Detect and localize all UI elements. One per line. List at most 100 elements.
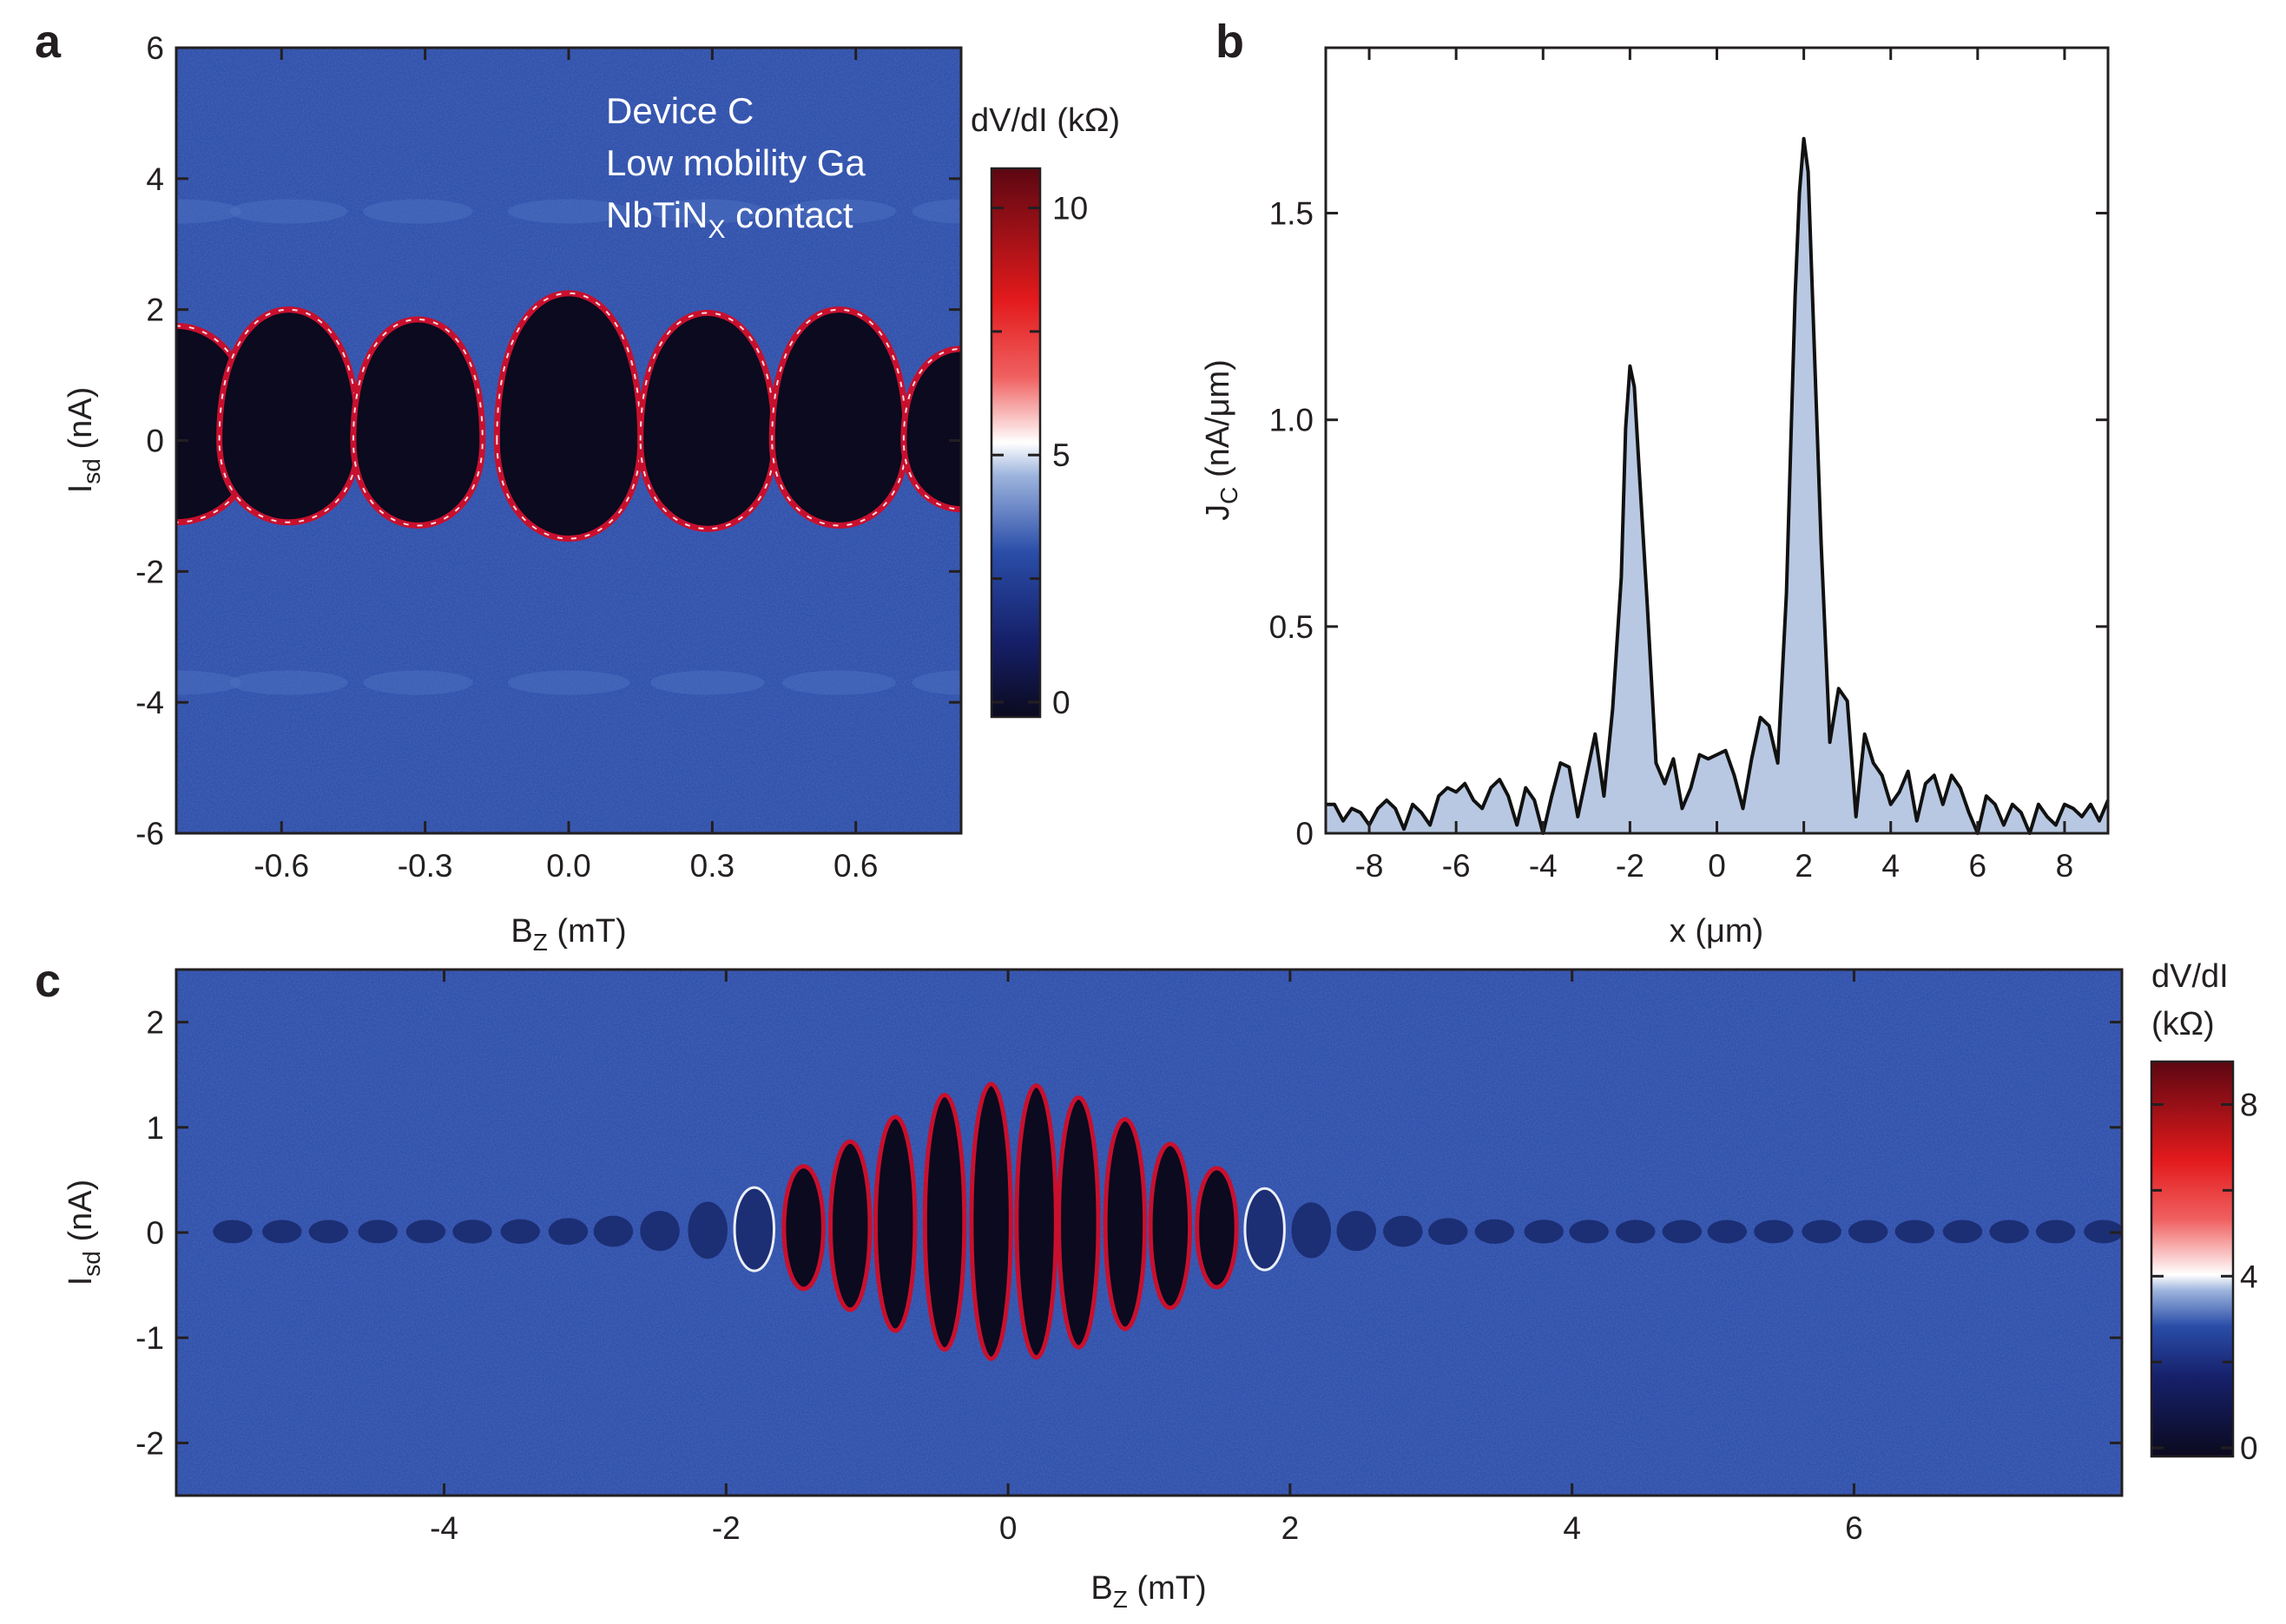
heatmap-c-x-tick-label-m2: -2 bbox=[712, 1510, 741, 1546]
plot-b-y-axis: 0 0.5 1.0 1.5 bbox=[1269, 196, 2108, 851]
heatmap-c-lobe-28 bbox=[1524, 1220, 1564, 1244]
plot-b-frame bbox=[1324, 46, 2110, 835]
annotation-device: Device C bbox=[606, 90, 754, 131]
heatmap-a-x-tick-label-m0p6: -0.6 bbox=[254, 848, 309, 884]
panel-c: c -4 -2 0 2 4 6 -2 -1 0 1 2 BZ (mT) Isd (nA) dV/d… bbox=[35, 955, 2258, 1613]
heatmap-c-lobe-29 bbox=[1569, 1220, 1609, 1244]
heatmap-a-sideband-3-1 bbox=[507, 670, 630, 695]
plot-b-y-title: JC (nA/μm) bbox=[1200, 359, 1242, 521]
plot-b-y-tick-label-1: 1.0 bbox=[1269, 403, 1314, 438]
heatmap-c-y-tick-label-0: 0 bbox=[146, 1215, 164, 1251]
heatmap-a-y-tick-label-2: 2 bbox=[146, 293, 164, 328]
panel-a: a -0.6 -0.3 0.0 0.3 0.6 -6 -4 -2 0 2 4 6 BZ (mT) I… bbox=[35, 16, 1120, 956]
heatmap-c-lobe-24 bbox=[1336, 1210, 1376, 1252]
heatmap-a-sideband-5-0 bbox=[781, 199, 897, 224]
panel-label-c: c bbox=[35, 955, 61, 1007]
colorbar-a-tick-label-5: 5 bbox=[1052, 437, 1071, 473]
heatmap-c-x-tick-label-0: 0 bbox=[999, 1510, 1018, 1546]
heatmap-a-sideband-4-1 bbox=[650, 670, 765, 695]
heatmap-c-lobe-27 bbox=[1474, 1219, 1515, 1245]
plot-b-x-tick-label-m8: -8 bbox=[1355, 848, 1384, 884]
heatmap-c-lobe-38 bbox=[1989, 1220, 2029, 1244]
heatmap-a-x-tick-label-0: 0.0 bbox=[546, 848, 590, 884]
heatmap-c-lobe-31 bbox=[1662, 1220, 1703, 1244]
heatmap-c-lobe-9 bbox=[640, 1210, 680, 1252]
plot-b-y-tick-label-0: 0 bbox=[1295, 816, 1314, 851]
heatmap-c-lobe-22 bbox=[1243, 1187, 1286, 1272]
line-b-area bbox=[1326, 138, 2108, 834]
panel-b: b -8 -6 -4 -2 0 2 4 6 8 0 0.5 1.0 1.5 x (μm) JC (nA… bbox=[1200, 16, 2110, 950]
heatmap-a-sideband-2-0 bbox=[363, 199, 473, 224]
heatmap-a-sideband-0-0 bbox=[176, 199, 241, 224]
heatmap-a-sideband-5-1 bbox=[781, 670, 897, 695]
heatmap-c-lobe-36 bbox=[1894, 1220, 1935, 1244]
colorbar-c-title-line2: (kΩ) bbox=[2151, 1006, 2215, 1042]
heatmap-c-lobe-39 bbox=[2035, 1220, 2076, 1244]
plot-b-x-tick-label-8: 8 bbox=[2056, 848, 2074, 884]
heatmap-c-lobe-8 bbox=[593, 1215, 634, 1247]
line-b-series bbox=[1326, 136, 2110, 835]
heatmap-a-sideband-3-0 bbox=[507, 199, 630, 224]
heatmap-c-x-axis: -4 -2 0 2 4 6 bbox=[430, 970, 1863, 1546]
plot-b-x-tick-label-m6: -6 bbox=[1442, 848, 1471, 884]
heatmap-c-lobe-15 bbox=[922, 1092, 967, 1352]
heatmap-a-y-tick-label-m4: -4 bbox=[135, 685, 164, 720]
plot-b-y-tick-label-1p5: 1.5 bbox=[1269, 196, 1314, 232]
heatmap-a-lobe-edge-3 bbox=[496, 292, 642, 540]
heatmap-a-x-tick-label-m0p3: -0.3 bbox=[398, 848, 453, 884]
heatmap-c-lobe-37 bbox=[1942, 1220, 1983, 1244]
heatmap-a-x-tick-label-0p3: 0.3 bbox=[690, 848, 735, 884]
heatmap-c-lobe-33 bbox=[1754, 1220, 1794, 1244]
heatmap-c-x-tick-label-m4: -4 bbox=[430, 1510, 458, 1546]
heatmap-c-lobe-6 bbox=[500, 1219, 540, 1245]
plot-b-x-tick-label-2: 2 bbox=[1795, 848, 1813, 884]
colorbar-a-tick-label-0: 0 bbox=[1052, 685, 1071, 720]
heatmap-c-lobe-14 bbox=[873, 1114, 918, 1333]
heatmap-c-y-tick-label-m2: -2 bbox=[135, 1425, 164, 1461]
heatmap-c-y-title: Isd (nA) bbox=[63, 1180, 105, 1286]
heatmap-c-lobe-1 bbox=[262, 1220, 302, 1244]
colorbar-a bbox=[990, 167, 1042, 719]
heatmap-c-lobe-18 bbox=[1057, 1095, 1101, 1350]
heatmap-c-lobe-32 bbox=[1707, 1220, 1748, 1244]
heatmap-c-y-tick-label-m1: -1 bbox=[135, 1320, 164, 1356]
heatmap-a-y-tick-label-0: 0 bbox=[146, 424, 164, 459]
heatmap-c-lobe-7 bbox=[548, 1218, 589, 1246]
heatmap-a-x-tick-label-0p6: 0.6 bbox=[833, 848, 878, 884]
heatmap-a-lobes bbox=[176, 199, 961, 695]
panel-label-b: b bbox=[1215, 16, 1244, 68]
heatmap-c-lobe-19 bbox=[1103, 1116, 1148, 1331]
heatmap-c-x-tick-label-4: 4 bbox=[1563, 1510, 1581, 1546]
heatmap-a-sideband-4-0 bbox=[650, 199, 765, 224]
heatmap-c-y-tick-label-1: 1 bbox=[146, 1110, 164, 1146]
annotation-contact: NbTiNX contact bbox=[606, 194, 853, 244]
heatmap-a-sideband-6-1 bbox=[912, 670, 961, 695]
heatmap-a-sideband-1-1 bbox=[229, 670, 348, 695]
colorbar-c bbox=[2150, 1060, 2235, 1458]
heatmap-c-lobe-12 bbox=[781, 1164, 826, 1292]
heatmap-c-lobes bbox=[213, 1082, 2122, 1361]
heatmap-a-lobe-edge-2 bbox=[352, 318, 484, 527]
heatmap-a-x-title: BZ (mT) bbox=[511, 913, 626, 956]
heatmap-c-lobe-5 bbox=[452, 1220, 492, 1244]
heatmap-a-sideband-0-1 bbox=[176, 670, 241, 695]
heatmap-c-lobe-2 bbox=[308, 1220, 349, 1244]
heatmap-c-lobe-21 bbox=[1195, 1166, 1239, 1290]
heatmap-a-y-axis: -6 -4 -2 0 2 4 6 bbox=[135, 30, 961, 851]
heatmap-a-y-tick-label-m6: -6 bbox=[135, 816, 164, 851]
annotation-mobility: Low mobility Ga bbox=[606, 142, 866, 183]
heatmap-c-lobe-40 bbox=[2084, 1220, 2122, 1244]
colorbar-c-ticks: 0 4 8 bbox=[2151, 1087, 2258, 1466]
heatmap-c-lobe-25 bbox=[1383, 1215, 1423, 1247]
heatmap-a-sideband-1-0 bbox=[229, 199, 348, 224]
heatmap-c-lobe-13 bbox=[827, 1139, 873, 1312]
plot-b-x-title: x (μm) bbox=[1670, 913, 1763, 950]
plot-b-x-tick-label-6: 6 bbox=[1969, 848, 1987, 884]
heatmap-c-y-axis: -2 -1 0 1 2 bbox=[135, 1005, 2122, 1461]
heatmap-a-sideband-2-1 bbox=[363, 670, 473, 695]
panel-label-a: a bbox=[35, 16, 62, 68]
heatmap-c-x-title: BZ (mT) bbox=[1090, 1570, 1206, 1613]
heatmap-a-y-tick-label-4: 4 bbox=[146, 161, 164, 197]
plot-b-y-tick-label-0p5: 0.5 bbox=[1269, 609, 1314, 645]
heatmap-c-lobe-17 bbox=[1014, 1083, 1058, 1360]
